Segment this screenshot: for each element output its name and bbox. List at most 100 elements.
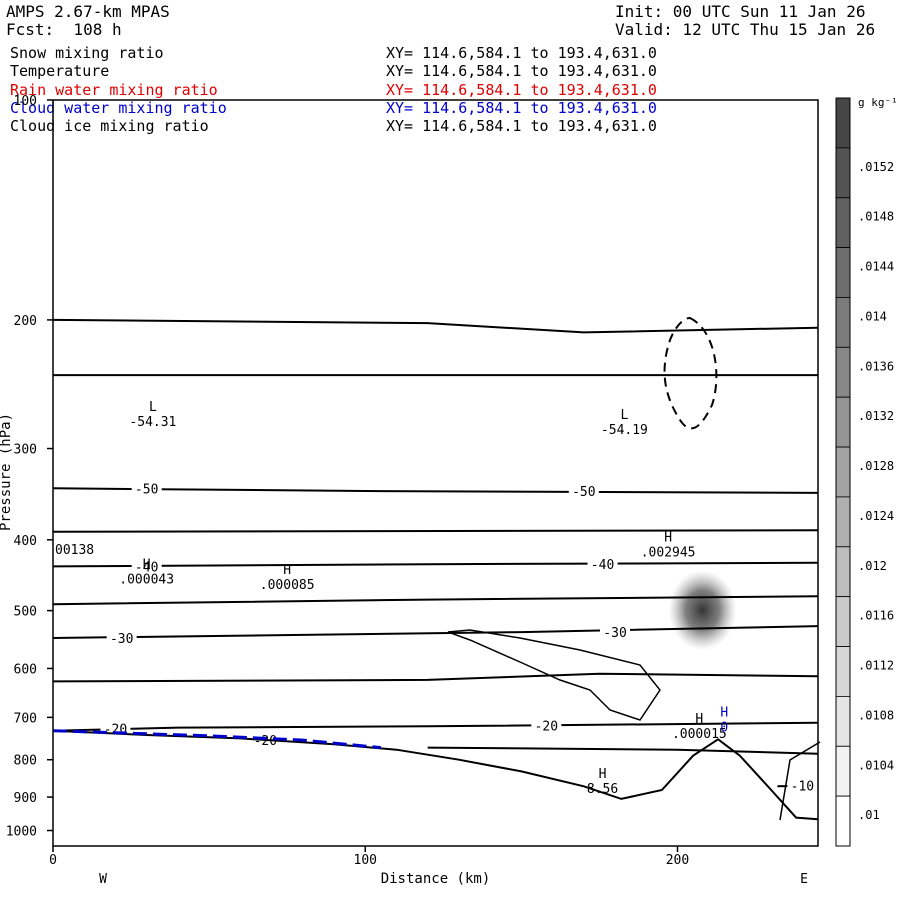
colorbar-label: .01 xyxy=(858,808,880,822)
extremum-value: .000085 xyxy=(260,578,315,593)
colorbar-swatch xyxy=(835,446,851,498)
colorbar-swatch xyxy=(835,247,851,298)
x-tick-label: 0 xyxy=(49,853,57,868)
colorbar-label: .0152 xyxy=(858,160,894,174)
colorbar-swatch xyxy=(835,147,851,199)
extremum-marker: H xyxy=(720,705,728,720)
colorbar-swatch xyxy=(835,97,851,149)
temperature-contour xyxy=(52,672,819,683)
cloud-water-contour xyxy=(52,729,382,750)
contour-label: -20 xyxy=(104,722,127,737)
colorbar-swatch xyxy=(835,546,851,598)
colorbar-swatch xyxy=(835,496,851,548)
contour-label: -10 xyxy=(791,780,814,795)
extremum-value: .002945 xyxy=(641,545,696,560)
contour-label-bg xyxy=(131,480,162,496)
colorbar-label: .0116 xyxy=(858,609,894,623)
colorbar-swatch xyxy=(835,745,851,797)
shaded-snow-maximum xyxy=(668,570,737,651)
y-tick-label: 400 xyxy=(14,534,37,549)
extremum-value: .000015 xyxy=(672,727,727,742)
temperature-contour xyxy=(52,487,819,494)
temperature-contour xyxy=(427,746,819,755)
plot-frame xyxy=(52,99,819,847)
colorbar-swatch xyxy=(835,197,851,249)
extremum-marker: H xyxy=(695,712,703,727)
terrain-line xyxy=(52,729,819,821)
field-name: Cloud ice mixing ratio xyxy=(10,117,209,136)
colorbar-label: .0128 xyxy=(858,459,894,473)
contour-label-bg xyxy=(600,624,631,640)
temperature-contour xyxy=(52,595,819,606)
colorbar-label: .0124 xyxy=(858,509,894,523)
temperature-contour xyxy=(52,625,819,639)
colorbar-label: .0104 xyxy=(858,758,894,772)
colorbar-label: .0112 xyxy=(858,659,894,673)
field-xy-range: XY= 114.6,584.1 to 193.4,631.0 xyxy=(386,62,657,81)
field-name: Cloud water mixing ratio xyxy=(10,98,227,117)
valid-time: Valid: 12 UTC Thu 15 Jan 26 xyxy=(615,20,876,39)
colorbar-label: .0132 xyxy=(858,409,894,423)
extremum-value: -54.31 xyxy=(129,415,176,430)
field-name: Rain water mixing ratio xyxy=(10,80,218,99)
contour-label: -40 xyxy=(591,558,614,573)
y-tick-label: 300 xyxy=(14,443,37,458)
y-tick-label: 700 xyxy=(14,711,37,726)
terrain-detail-contour xyxy=(779,741,821,821)
contour-label-bg xyxy=(568,483,599,499)
colorbar-swatch xyxy=(835,346,851,398)
colorbar-swatch xyxy=(835,596,851,647)
temperature-contour xyxy=(52,318,819,334)
y-tick-label: 900 xyxy=(14,791,37,806)
contour-label: -40 xyxy=(135,560,158,575)
colorbar-label: .0148 xyxy=(858,210,894,224)
y-tick-label: 1000 xyxy=(6,825,37,840)
extremum-value: 0 xyxy=(720,720,728,735)
contour-label: -20 xyxy=(535,719,558,734)
contour-label-bg xyxy=(787,777,818,793)
colorbar-swatch xyxy=(835,646,851,697)
field-xy-range: XY= 114.6,584.1 to 193.4,631.0 xyxy=(386,44,657,62)
contour-label-bg xyxy=(106,629,137,645)
contour-label: -50 xyxy=(572,485,595,500)
extremum-marker: L xyxy=(149,400,157,415)
contour-label: -30 xyxy=(603,626,626,641)
contour-label-bg xyxy=(587,556,618,572)
snow-mixing-contour xyxy=(663,316,718,430)
y-tick-label: 200 xyxy=(14,314,37,329)
colorbar-swatch xyxy=(835,795,851,847)
x-axis-title: Distance (km) xyxy=(381,871,491,887)
extremum-value: 8.56 xyxy=(587,782,618,797)
contour-label: -50 xyxy=(135,482,158,497)
y-tick-label: 500 xyxy=(14,605,37,620)
colorbar-frame xyxy=(835,97,851,847)
extremum-marker: H xyxy=(599,767,607,782)
init-time: Init: 00 UTC Sun 11 Jan 26 xyxy=(615,2,866,21)
extremum-value: -54.19 xyxy=(601,423,648,438)
colorbar-label: .0144 xyxy=(858,260,894,274)
x-tick-label: 200 xyxy=(666,853,689,868)
y-tick-label: 600 xyxy=(14,662,37,677)
extremum-marker: H xyxy=(143,558,151,573)
colorbar-swatch xyxy=(835,297,851,348)
x-tick-label: 100 xyxy=(354,853,377,868)
extremum-marker: H xyxy=(283,563,291,578)
field-name: Snow mixing ratio xyxy=(10,44,164,62)
contour-label: -30 xyxy=(110,632,133,647)
extremum-value: .000043 xyxy=(119,573,174,588)
extremum-marker: H xyxy=(664,530,672,545)
contour-label: -20 xyxy=(254,734,277,749)
field-name: Temperature xyxy=(10,62,110,81)
west-label: W xyxy=(99,872,107,887)
model-title: AMPS 2.67-km MPAS xyxy=(6,2,170,21)
colorbar-label: .012 xyxy=(858,559,887,573)
field-xy-range: XY= 114.6,584.1 to 193.4,631.0 xyxy=(386,117,657,136)
temperature-contour xyxy=(52,529,819,533)
east-label: E xyxy=(800,872,808,887)
extremum-marker: L xyxy=(620,408,628,423)
y-tick-label: 800 xyxy=(14,754,37,769)
y-tick-label: 100 xyxy=(14,94,37,109)
contour-label-bg xyxy=(131,558,162,574)
colorbar-label: .014 xyxy=(858,309,887,323)
